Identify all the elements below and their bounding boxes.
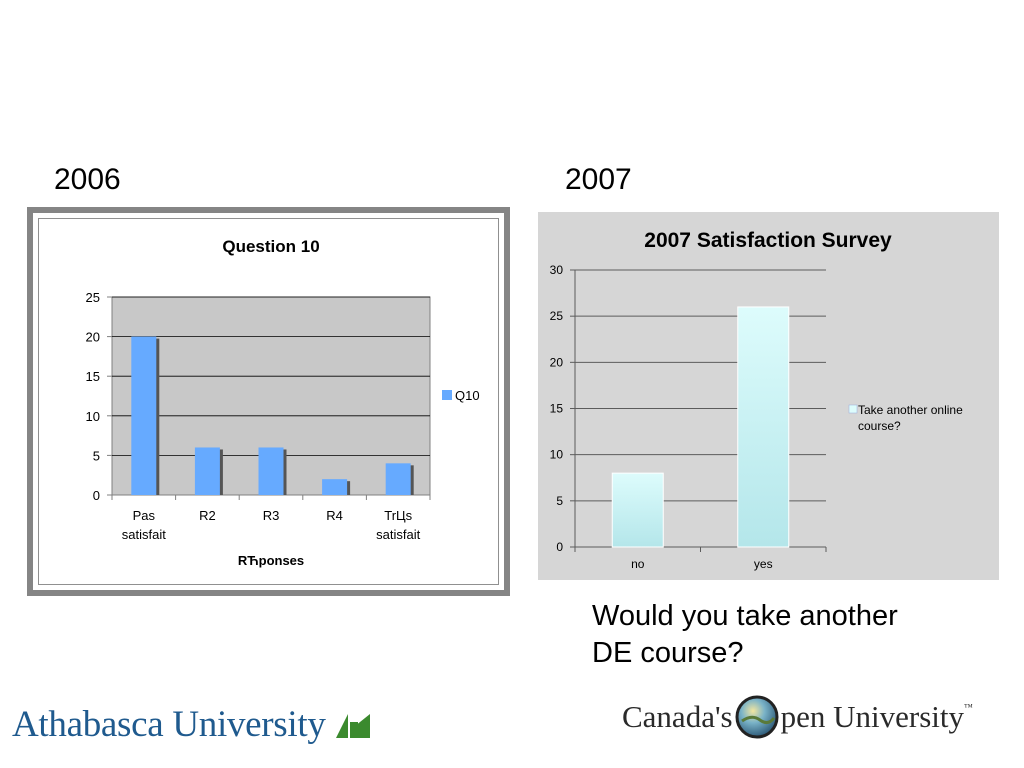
x-tick-label: no xyxy=(631,557,645,571)
chart-2007-panel: 2007 Satisfaction Survey 0 5 10 15 20 25 30 no ye… xyxy=(538,212,999,580)
x-tick-label: TrЦs xyxy=(384,508,412,523)
cou-logo-text-part1: Canada's xyxy=(622,699,733,734)
question-line-2: DE course? xyxy=(592,637,744,669)
y-tick-label: 20 xyxy=(550,355,564,369)
bar xyxy=(258,447,284,495)
y-tick-label: 10 xyxy=(86,409,100,424)
year-2006-heading: 2006 xyxy=(54,163,121,196)
chart-2007: 2007 Satisfaction Survey 0 5 10 15 20 25 30 no ye… xyxy=(550,229,963,571)
question-text: Would you take another DE course? xyxy=(592,598,992,672)
x-tick-label: Pas xyxy=(133,508,156,523)
legend-swatch xyxy=(442,390,452,400)
legend-swatch xyxy=(848,404,858,414)
y-tick-label: 5 xyxy=(93,448,100,463)
y-tick-label: 25 xyxy=(86,290,100,305)
y-tick-label: 30 xyxy=(550,263,564,277)
y-tick-label: 15 xyxy=(550,402,564,416)
x-tick-label: R4 xyxy=(326,508,343,523)
legend-label: Q10 xyxy=(455,388,480,403)
x-axis-title: RЋponses xyxy=(238,553,304,568)
bar xyxy=(737,306,790,548)
legend-label-line-2: course? xyxy=(858,419,901,433)
year-2007-heading: 2007 xyxy=(565,163,632,196)
bar xyxy=(131,336,157,495)
chart-title: Question 10 xyxy=(222,237,319,256)
cou-logo-text-part2: pen University xyxy=(780,699,964,734)
canadas-open-university-logo: Canada's pen University ™ xyxy=(622,692,973,742)
y-tick-label: 25 xyxy=(550,309,564,323)
chart-2006: Question 10 0 5 10 15 20 25 Pas satisfait R2 R3 R4 T… xyxy=(86,237,480,568)
y-tick-label: 10 xyxy=(550,448,564,462)
x-tick-label: yes xyxy=(754,557,773,571)
x-tick-label: satisfait xyxy=(376,527,420,542)
legend-label-line-1: Take another online xyxy=(858,403,963,417)
y-tick-label: 5 xyxy=(556,494,563,508)
y-tick-label: 20 xyxy=(86,330,100,345)
bar xyxy=(611,472,664,548)
athabasca-mark-icon xyxy=(335,714,370,738)
y-tick-label: 0 xyxy=(556,540,563,554)
athabasca-logo-text: Athabasca University xyxy=(12,703,326,745)
bar xyxy=(194,447,220,495)
chart-title: 2007 Satisfaction Survey xyxy=(644,229,892,252)
globe-o-icon xyxy=(735,695,779,739)
y-tick-label: 15 xyxy=(86,369,100,384)
y-tick-label: 0 xyxy=(93,488,100,503)
x-tick-label: R2 xyxy=(199,508,216,523)
trademark-symbol: ™ xyxy=(964,702,973,712)
x-tick-label: R3 xyxy=(263,508,280,523)
bar xyxy=(385,463,411,495)
athabasca-logo: Athabasca University xyxy=(12,701,372,747)
x-tick-label: satisfait xyxy=(122,527,166,542)
question-line-1: Would you take another xyxy=(592,600,898,632)
chart-2006-area: Question 10 0 5 10 15 20 25 Pas satisfait R2 R3 R4 T… xyxy=(38,218,499,585)
bar xyxy=(322,479,348,495)
chart-2006-frame: Question 10 0 5 10 15 20 25 Pas satisfait R2 R3 R4 T… xyxy=(27,207,510,596)
